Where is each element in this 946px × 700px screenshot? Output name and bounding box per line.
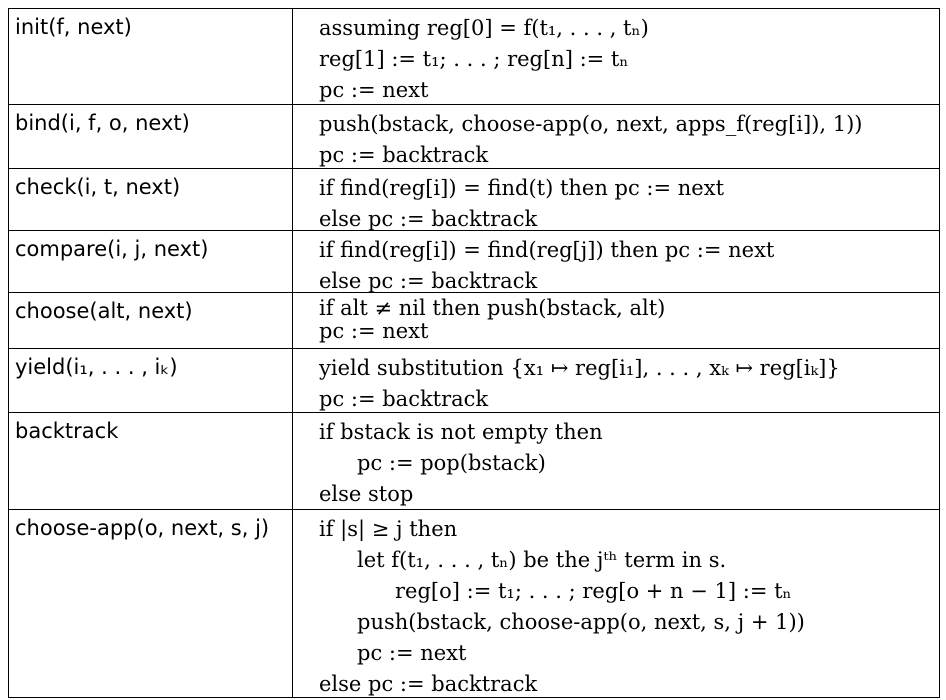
code-line: if find(reg[i]) = find(reg[j]) then pc :… <box>319 238 775 262</box>
code-line: if find(reg[i]) = find(t) then pc := nex… <box>319 176 725 200</box>
code-line: reg[o] := t₁; . . . ; reg[o + n − 1] := … <box>395 579 792 603</box>
instruction-name: choose(alt, next) <box>9 293 293 348</box>
code-line: yield substitution {x₁ ↦ reg[i₁], . . . … <box>319 356 840 380</box>
table-row: bind(i, f, o, next) push(bstack, choose-… <box>9 104 939 168</box>
instruction-name: yield(i₁, . . . , iₖ) <box>9 349 293 412</box>
code-line: push(bstack, choose-app(o, next, s, j + … <box>357 610 805 634</box>
table-row: init(f, next) assuming reg[0] = f(t₁, . … <box>9 9 939 104</box>
instruction-name: bind(i, f, o, next) <box>9 105 293 168</box>
instruction-semantics: if find(reg[i]) = find(t) then pc := nex… <box>293 169 939 231</box>
instruction-semantics: if alt ≠ nil then push(bstack, alt) pc :… <box>293 293 939 348</box>
code-line: push(bstack, choose-app(o, next, apps_f(… <box>319 112 863 136</box>
code-line: reg[1] := t₁; . . . ; reg[n] := tₙ <box>319 47 629 71</box>
code-line: else pc := backtrack <box>319 672 538 696</box>
table-row: choose-app(o, next, s, j) if |s| ≥ j the… <box>9 509 939 697</box>
instruction-name: init(f, next) <box>9 9 293 104</box>
code-line: pc := next <box>357 641 467 665</box>
table-row: yield(i₁, . . . , iₖ) yield substitution… <box>9 348 939 412</box>
instruction-name: compare(i, j, next) <box>9 231 293 292</box>
code-line: pc := next <box>319 319 429 343</box>
code-line: else stop <box>319 482 414 506</box>
instruction-name: choose-app(o, next, s, j) <box>9 510 293 697</box>
code-line: if alt ≠ nil then push(bstack, alt) <box>319 296 666 320</box>
code-line: if |s| ≥ j then <box>319 517 458 541</box>
code-line: if bstack is not empty then <box>319 420 603 444</box>
code-line: pc := pop(bstack) <box>357 451 546 475</box>
instruction-semantics: yield substitution {x₁ ↦ reg[i₁], . . . … <box>293 349 939 412</box>
instruction-semantics: assuming reg[0] = f(t₁, . . . , tₙ) reg[… <box>293 9 939 104</box>
instruction-name: backtrack <box>9 413 293 509</box>
code-line: else pc := backtrack <box>319 269 538 293</box>
instruction-table: init(f, next) assuming reg[0] = f(t₁, . … <box>8 8 940 698</box>
instruction-semantics: if bstack is not empty then pc := pop(bs… <box>293 413 939 509</box>
code-line: else pc := backtrack <box>319 207 538 231</box>
table-row: check(i, t, next) if find(reg[i]) = find… <box>9 168 939 231</box>
code-line: let f(t₁, . . . , tₙ) be the jᵗʰ term in… <box>357 548 727 572</box>
instruction-semantics: if find(reg[i]) = find(reg[j]) then pc :… <box>293 231 939 293</box>
table-row: choose(alt, next) if alt ≠ nil then push… <box>9 292 939 348</box>
code-line: assuming reg[0] = f(t₁, . . . , tₙ) <box>319 16 649 40</box>
instruction-name: check(i, t, next) <box>9 169 293 230</box>
instruction-semantics: push(bstack, choose-app(o, next, apps_f(… <box>293 105 939 168</box>
code-line: pc := next <box>319 78 429 102</box>
table-row: compare(i, j, next) if find(reg[i]) = fi… <box>9 230 939 293</box>
instruction-semantics: if |s| ≥ j then let f(t₁, . . . , tₙ) be… <box>293 510 939 697</box>
table-row: backtrack if bstack is not empty then pc… <box>9 412 939 509</box>
code-line: pc := backtrack <box>319 143 489 167</box>
code-line: pc := backtrack <box>319 387 489 411</box>
